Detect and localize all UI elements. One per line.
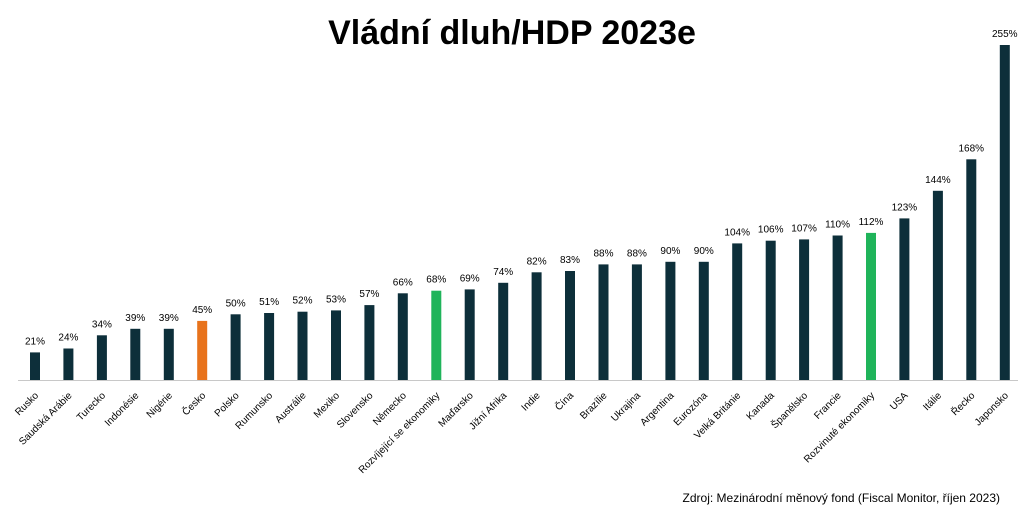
category-label-cesko: Česko — [179, 389, 209, 419]
value-label-cina: 83% — [560, 255, 580, 266]
value-label-brazilie: 88% — [593, 248, 613, 259]
source-note: Zdroj: Mezinárodní měnový fond (Fiscal M… — [682, 491, 1000, 505]
value-label-mexiko: 53% — [326, 294, 346, 305]
value-label-spanelsko: 107% — [791, 223, 817, 234]
bar-italie — [932, 190, 943, 380]
value-label-polsko: 50% — [226, 298, 246, 309]
bar-spanelsko — [799, 239, 810, 380]
value-label-ukrajina: 88% — [627, 248, 647, 259]
value-label-nemecko: 66% — [393, 277, 413, 288]
chart-title: Vládní dluh/HDP 2023e — [328, 14, 696, 52]
bar-saudska-arabie — [63, 348, 74, 380]
value-label-velka-britanie: 104% — [724, 227, 750, 238]
value-label-japonsko: 255% — [992, 29, 1018, 40]
category-label-indie: Indie — [520, 390, 543, 413]
value-label-italie: 144% — [925, 175, 951, 186]
value-label-australie: 52% — [292, 296, 312, 307]
bar-ukrajina — [631, 264, 642, 380]
bar-nigerie — [163, 328, 174, 380]
bar-rozvijejici-se-ekonomiky — [431, 290, 442, 380]
value-label-usa: 123% — [892, 202, 918, 213]
bar-jizni-afrika — [498, 282, 509, 380]
category-label-argentina: Argentina — [638, 390, 676, 428]
bar-argentina — [665, 261, 676, 380]
category-label-polsko: Polsko — [213, 390, 242, 419]
value-label-indonesie: 39% — [125, 313, 145, 324]
bar-polsko — [230, 314, 241, 380]
bar-rusko — [30, 352, 40, 380]
category-label-francie: Francie — [812, 390, 844, 422]
bar-usa — [899, 218, 910, 380]
category-label-kanada: Kanada — [745, 390, 777, 422]
value-label-kanada: 106% — [758, 225, 784, 236]
category-label-usa: USA — [888, 390, 911, 413]
bar-madarsko — [464, 289, 475, 380]
value-label-cesko: 45% — [192, 305, 212, 316]
category-label-rusko: Rusko — [13, 390, 41, 418]
value-label-saudska-arabie: 24% — [58, 333, 78, 344]
category-label-indonesie: Indonésie — [103, 390, 142, 429]
bar-francie — [832, 235, 843, 380]
bar-rumunsko — [264, 313, 275, 380]
category-label-nigerie: Nigérie — [145, 390, 175, 420]
value-label-slovensko: 57% — [359, 289, 379, 300]
bar-kanada — [765, 240, 776, 380]
bar-cesko — [197, 320, 208, 380]
bar-indie — [531, 272, 542, 380]
bar-recko — [966, 159, 977, 380]
category-label-mexiko: Mexiko — [312, 390, 342, 420]
bar-nemecko — [397, 293, 408, 380]
value-label-eurozona: 90% — [694, 246, 714, 257]
value-label-turecko: 34% — [92, 319, 112, 330]
category-label-australie: Austrálie — [273, 390, 309, 426]
bar-japonsko — [999, 45, 1010, 380]
category-label-cina: Čína — [552, 389, 576, 413]
value-label-rozvijejici-se-ekonomiky: 68% — [426, 275, 446, 286]
value-label-indie: 82% — [527, 256, 547, 267]
bar-indonesie — [130, 328, 141, 380]
bar-australie — [297, 311, 308, 380]
bar-rozvinute-ekonomiky — [866, 232, 876, 380]
bar-brazilie — [598, 264, 609, 380]
bar-mexiko — [331, 310, 341, 380]
category-label-slovensko: Slovensko — [335, 390, 376, 431]
category-label-italie: Itálie — [921, 390, 944, 413]
value-label-madarsko: 69% — [460, 273, 480, 284]
category-label-turecko: Turecko — [75, 390, 108, 423]
bar-turecko — [96, 335, 107, 380]
bar-eurozona — [698, 261, 709, 380]
value-label-jizni-afrika: 74% — [493, 267, 513, 278]
bar-velka-britanie — [732, 243, 743, 380]
value-label-rumunsko: 51% — [259, 297, 279, 308]
category-label-spanelsko: Španělsko — [768, 389, 811, 432]
value-label-rusko: 21% — [25, 336, 45, 347]
value-label-rozvinute-ekonomiky: 112% — [859, 217, 884, 228]
category-label-japonsko: Japonsko — [973, 390, 1011, 428]
bar-cina — [565, 271, 575, 380]
value-label-francie: 110% — [825, 220, 850, 231]
value-label-nigerie: 39% — [159, 313, 179, 324]
value-label-argentina: 90% — [660, 246, 680, 257]
category-label-ukrajina: Ukrajina — [609, 390, 643, 424]
bar-slovensko — [364, 305, 375, 380]
category-label-recko: Řecko — [948, 389, 978, 419]
value-label-recko: 168% — [959, 143, 985, 154]
category-label-brazilie: Brazílie — [578, 390, 610, 422]
